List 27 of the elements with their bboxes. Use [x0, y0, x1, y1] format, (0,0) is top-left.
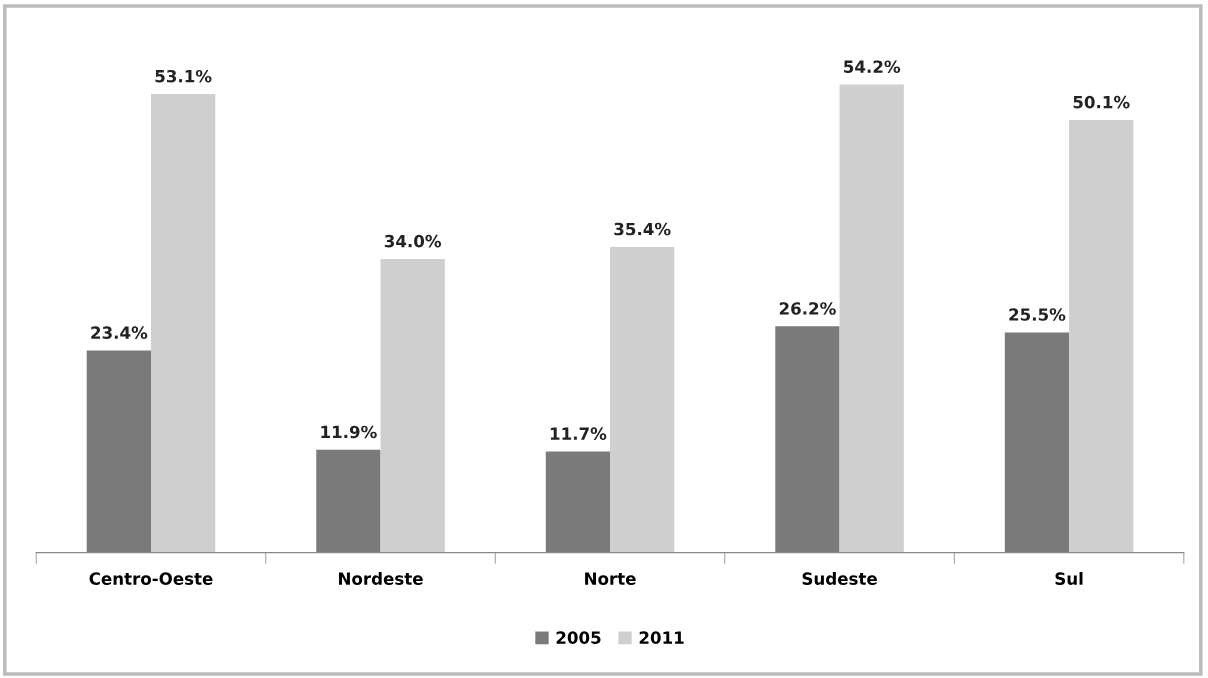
- data-label: 26.2%: [779, 302, 836, 315]
- bar: [151, 94, 216, 553]
- data-label: 34.0%: [384, 234, 442, 248]
- data-label: 11.9%: [321, 425, 377, 439]
- bar: [775, 326, 840, 553]
- bar: [545, 451, 611, 553]
- data-label: 54.2%: [844, 60, 901, 74]
- bar: [610, 246, 675, 553]
- data-label: 25.5%: [1009, 308, 1066, 321]
- bar: [1069, 119, 1134, 553]
- data-label: 23.4%: [91, 326, 148, 339]
- bar: [839, 84, 904, 553]
- x-tick-label: Nordeste: [339, 572, 423, 585]
- x-tick-label: Sul: [1055, 572, 1083, 585]
- bar: [316, 449, 381, 553]
- legend-label: 2011: [639, 631, 684, 644]
- x-tick-label: Centro-Oeste: [89, 572, 213, 585]
- data-label: 11.7%: [550, 427, 607, 440]
- bar: [380, 258, 445, 553]
- x-tick-label: Norte: [585, 572, 636, 585]
- bar: [86, 350, 151, 553]
- bar: [1004, 332, 1070, 553]
- data-label: 53.1%: [155, 69, 212, 83]
- legend-label: 2005: [556, 631, 601, 644]
- data-label: 35.4%: [614, 222, 671, 236]
- x-tick-label: Sudeste: [802, 572, 877, 585]
- data-label: 50.1%: [1073, 95, 1130, 109]
